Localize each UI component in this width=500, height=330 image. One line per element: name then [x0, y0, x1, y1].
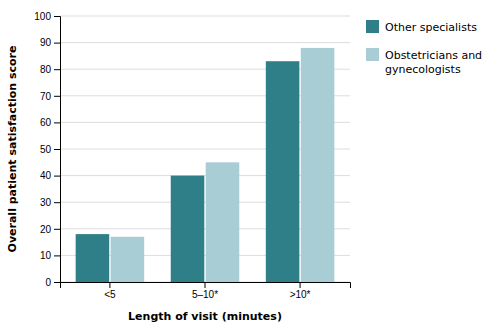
x-tick: <5 [104, 282, 116, 300]
y-axis-title: Overall patient satisfaction score [6, 46, 19, 253]
y-tick: 60 [40, 117, 60, 128]
tick-label: 30 [40, 197, 52, 208]
tick-label: 70 [40, 91, 52, 102]
tick-mark [300, 282, 301, 288]
axis-line [61, 283, 351, 289]
y-tick: 100 [34, 11, 60, 22]
tick-label: 5–10* [192, 289, 218, 300]
bar-series [76, 61, 300, 282]
tick-mark [54, 282, 60, 283]
legend-label-line: gynecologists [385, 63, 461, 76]
tick-label: >10* [290, 289, 311, 300]
tick-label: 10 [40, 250, 52, 261]
tick-mark [54, 122, 60, 123]
tick-label: 40 [40, 170, 52, 181]
bar [266, 61, 300, 282]
tick-mark [54, 43, 60, 44]
legend-label: Other specialists [385, 21, 477, 34]
x-tick: >10* [290, 282, 311, 300]
legend-label-line: Obstetricians and [385, 49, 482, 62]
x-axis: <5 5–10* >10* [61, 282, 351, 300]
grid-line [60, 42, 350, 43]
legend: Other specialists Obstetricians andgyneco… [366, 20, 482, 76]
grid [60, 16, 350, 282]
tick-mark [54, 16, 60, 17]
chart-container: 0 10 20 30 40 50 60 70 80 90 100 <5 5–10* >10* Length … [0, 0, 500, 330]
tick-mark [54, 176, 60, 177]
bar-series [111, 48, 335, 282]
legend-label: Obstetricians andgynecologists [385, 49, 482, 76]
bar [171, 176, 205, 282]
tick-label: 60 [40, 117, 52, 128]
bars [76, 48, 335, 282]
y-tick: 20 [40, 224, 60, 235]
grid-line [60, 16, 350, 17]
y-tick: 40 [40, 170, 60, 181]
chart-svg: 0 10 20 30 40 50 60 70 80 90 100 <5 5–10* >10* Length … [0, 0, 500, 330]
tick-label: 90 [40, 37, 52, 48]
tick-label: 20 [40, 224, 52, 235]
tick-mark [54, 149, 60, 150]
tick-mark [54, 202, 60, 203]
bar [206, 162, 240, 282]
y-tick: 0 [45, 277, 60, 288]
y-tick: 30 [40, 197, 60, 208]
plot-area: 0 10 20 30 40 50 60 70 80 90 100 <5 5–10* >10* Length … [6, 11, 351, 323]
tick-mark [54, 255, 60, 256]
bar [301, 48, 335, 282]
tick-mark [54, 229, 60, 230]
bar [76, 234, 110, 282]
y-tick: 70 [40, 91, 60, 102]
tick-mark [54, 69, 60, 70]
legend-item: Obstetricians andgynecologists [366, 48, 482, 76]
y-tick: 80 [40, 64, 60, 75]
tick-label: 0 [45, 277, 51, 288]
legend-label-line: Other specialists [385, 21, 477, 34]
tick-label: 80 [40, 64, 52, 75]
y-tick: 10 [40, 250, 60, 261]
bar [111, 237, 145, 282]
tick-mark [54, 96, 60, 97]
y-axis: 0 10 20 30 40 50 60 70 80 90 100 [34, 11, 60, 288]
legend-item: Other specialists [366, 20, 477, 34]
y-tick: 90 [40, 37, 60, 48]
y-tick: 50 [40, 144, 60, 155]
tick-label: <5 [104, 289, 116, 300]
tick-mark [205, 282, 206, 288]
axis-line [54, 17, 61, 283]
x-axis-title: Length of visit (minutes) [128, 310, 282, 323]
legend-swatch [366, 48, 379, 61]
tick-mark [109, 282, 110, 288]
x-tick: 5–10* [192, 282, 218, 300]
tick-label: 100 [34, 11, 51, 22]
tick-label: 50 [40, 144, 52, 155]
legend-swatch [366, 20, 379, 33]
